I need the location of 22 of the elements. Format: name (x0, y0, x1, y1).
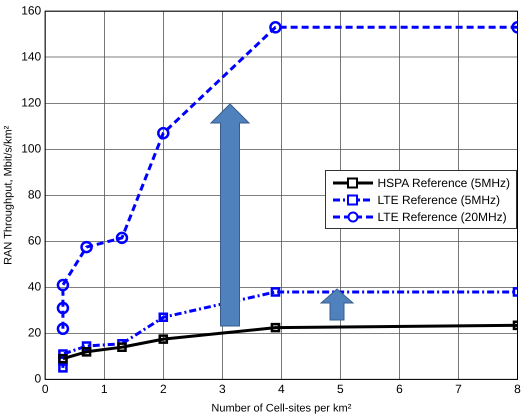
x-tick-label: 2 (160, 382, 167, 396)
legend-label: LTE Reference (5MHz) (378, 192, 500, 206)
x-tick-label: 4 (278, 382, 286, 396)
y-tick-label: 140 (21, 50, 42, 64)
x-axis-title: Number of Cell-sites per km² (211, 402, 352, 414)
x-tick-label: 6 (396, 382, 404, 396)
y-tick-label: 20 (28, 326, 42, 340)
y-tick-label: 0 (34, 372, 42, 386)
y-axis-title: RAN Throughput, Mbit/s/km² (2, 125, 15, 265)
y-tick-label: 100 (21, 142, 42, 156)
y-tick-label: 60 (28, 234, 42, 248)
x-tick-label: 8 (514, 382, 522, 396)
y-tick-label: 80 (28, 188, 42, 202)
x-tick-label: 5 (337, 382, 344, 396)
y-tick-label: 40 (28, 280, 42, 294)
y-tick-label: 160 (21, 4, 42, 18)
y-tick-label: 120 (21, 96, 42, 110)
x-tick-label: 3 (218, 382, 226, 396)
legend-label: LTE Reference (20MHz) (378, 210, 507, 224)
x-tick-label: 1 (100, 382, 108, 396)
x-tick-label: 7 (455, 382, 462, 396)
legend-label: HSPA Reference (5MHz) (378, 176, 510, 190)
